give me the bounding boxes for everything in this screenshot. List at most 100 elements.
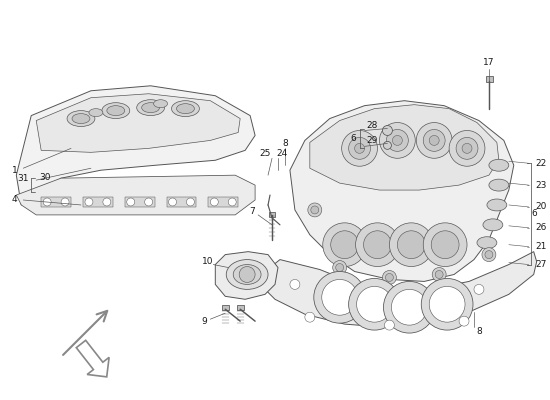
Circle shape <box>305 312 315 322</box>
Text: 24: 24 <box>276 149 288 158</box>
Circle shape <box>333 260 346 274</box>
Circle shape <box>168 198 177 206</box>
Bar <box>41 197 71 207</box>
Circle shape <box>356 286 392 322</box>
Circle shape <box>336 264 344 272</box>
Circle shape <box>311 206 319 214</box>
Circle shape <box>435 270 443 278</box>
Polygon shape <box>36 94 240 152</box>
Ellipse shape <box>107 106 125 116</box>
Circle shape <box>424 130 445 151</box>
Bar <box>486 76 493 82</box>
Text: 17: 17 <box>483 58 494 68</box>
Ellipse shape <box>172 101 200 116</box>
Polygon shape <box>16 175 255 215</box>
Circle shape <box>126 198 135 206</box>
Polygon shape <box>290 101 514 282</box>
Text: 26: 26 <box>535 223 546 232</box>
Bar <box>83 197 113 207</box>
Circle shape <box>382 126 392 136</box>
Circle shape <box>392 136 403 145</box>
Text: 8: 8 <box>476 326 482 336</box>
Circle shape <box>323 223 366 266</box>
Text: 9: 9 <box>201 317 207 326</box>
Ellipse shape <box>153 100 168 108</box>
Text: 27: 27 <box>535 260 546 269</box>
Circle shape <box>398 231 425 258</box>
Bar <box>125 197 155 207</box>
Circle shape <box>379 122 415 158</box>
Polygon shape <box>260 252 537 327</box>
Circle shape <box>429 136 439 145</box>
Circle shape <box>392 289 427 325</box>
Ellipse shape <box>477 237 497 249</box>
Circle shape <box>482 248 496 262</box>
Circle shape <box>61 198 69 206</box>
Text: 10: 10 <box>202 257 213 266</box>
Circle shape <box>355 143 365 153</box>
Circle shape <box>85 198 93 206</box>
Circle shape <box>456 138 478 159</box>
Text: 29: 29 <box>367 136 378 145</box>
Circle shape <box>424 223 467 266</box>
Circle shape <box>432 268 446 282</box>
Circle shape <box>186 198 194 206</box>
Ellipse shape <box>489 179 509 191</box>
Circle shape <box>416 122 452 158</box>
Circle shape <box>314 272 366 323</box>
Circle shape <box>474 284 484 294</box>
Circle shape <box>228 198 236 206</box>
Circle shape <box>389 223 433 266</box>
Ellipse shape <box>89 109 103 116</box>
Bar <box>222 305 229 310</box>
Circle shape <box>386 274 393 282</box>
Ellipse shape <box>72 114 90 124</box>
Circle shape <box>103 198 111 206</box>
Circle shape <box>210 198 218 206</box>
Text: 23: 23 <box>535 181 546 190</box>
Bar <box>208 197 238 207</box>
Ellipse shape <box>137 100 164 116</box>
Text: 31: 31 <box>18 174 29 183</box>
Text: 21: 21 <box>535 242 546 251</box>
Circle shape <box>431 231 459 258</box>
Circle shape <box>349 138 371 159</box>
Circle shape <box>290 280 300 289</box>
Text: 6: 6 <box>351 134 356 143</box>
Circle shape <box>342 130 377 166</box>
Ellipse shape <box>226 260 268 289</box>
Bar <box>237 305 244 310</box>
Text: 20: 20 <box>535 202 546 212</box>
Circle shape <box>239 266 255 282</box>
Polygon shape <box>76 340 109 377</box>
Circle shape <box>485 251 493 258</box>
Polygon shape <box>310 105 499 190</box>
Circle shape <box>421 278 473 330</box>
Ellipse shape <box>233 264 261 284</box>
Circle shape <box>349 278 400 330</box>
Text: 28: 28 <box>367 121 378 130</box>
Circle shape <box>382 270 397 284</box>
Text: 25: 25 <box>260 149 271 158</box>
Circle shape <box>43 198 51 206</box>
Circle shape <box>145 198 152 206</box>
Circle shape <box>387 130 408 151</box>
Circle shape <box>383 142 392 149</box>
Circle shape <box>356 223 399 266</box>
Circle shape <box>331 231 359 258</box>
Text: 30: 30 <box>40 173 51 182</box>
Polygon shape <box>16 86 255 205</box>
Bar <box>167 197 196 207</box>
Circle shape <box>322 280 358 315</box>
Bar <box>269 212 275 217</box>
Ellipse shape <box>487 199 507 211</box>
Ellipse shape <box>177 104 194 114</box>
Polygon shape <box>215 252 278 299</box>
Circle shape <box>384 320 394 330</box>
Text: 1: 1 <box>13 166 18 175</box>
Text: 22: 22 <box>535 159 546 168</box>
Ellipse shape <box>67 111 95 126</box>
Circle shape <box>449 130 485 166</box>
Ellipse shape <box>142 103 160 113</box>
Circle shape <box>364 231 392 258</box>
